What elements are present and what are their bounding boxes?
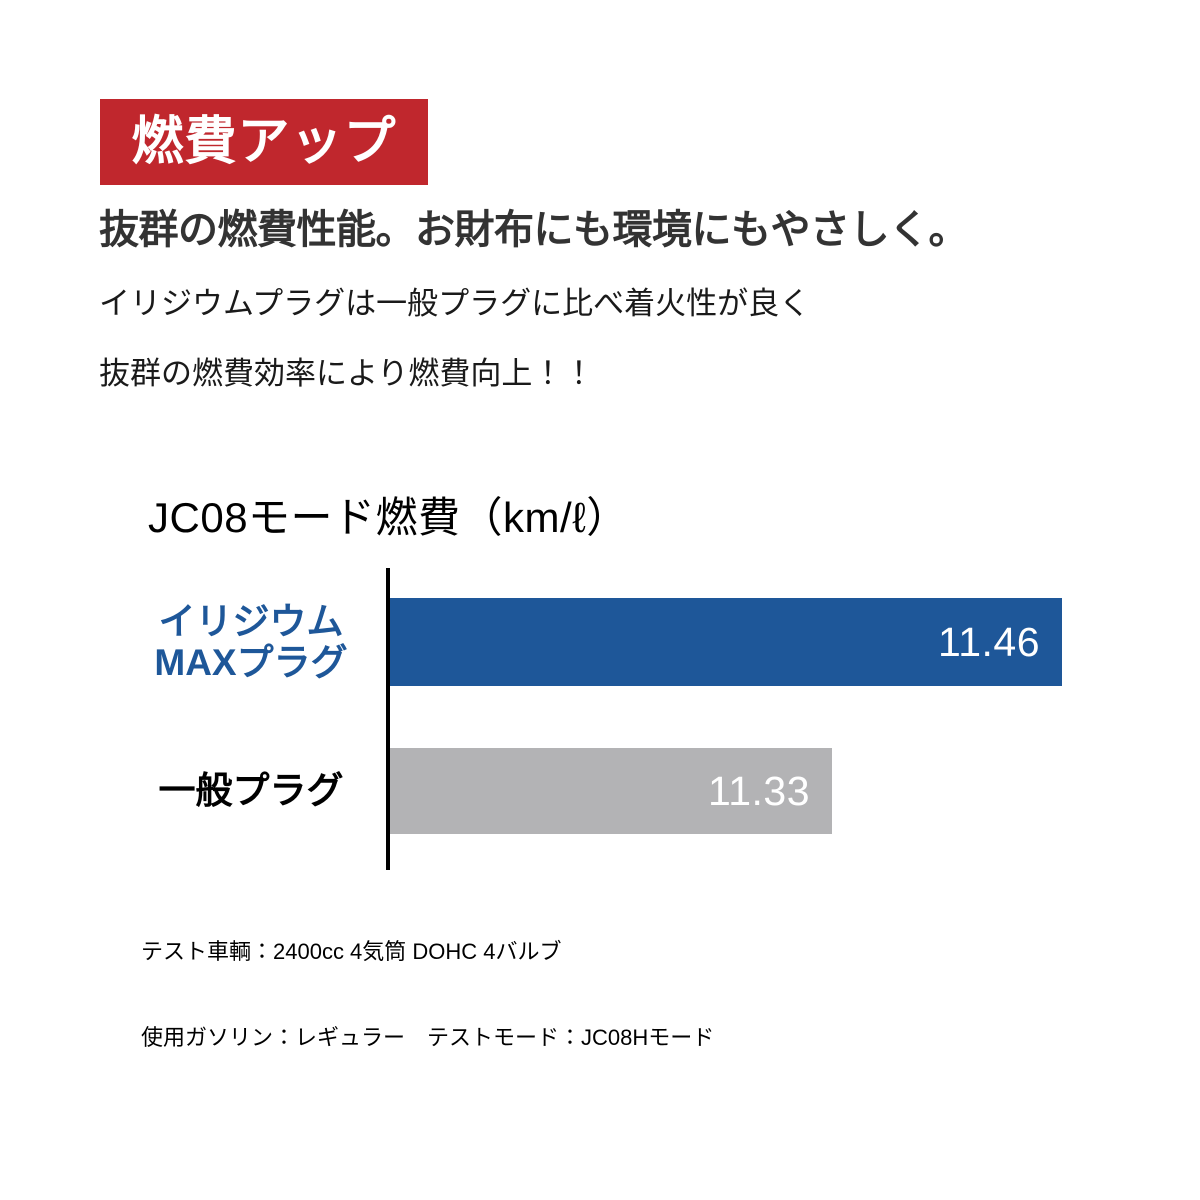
chart-bar-row-iridium: イリジウム MAXプラグ 11.46: [130, 598, 1130, 686]
page-headline: 抜群の燃費性能。お財布にも環境にもやさしく。: [99, 208, 969, 252]
chart-title: JC08モード燃費（km/ℓ）: [148, 494, 629, 541]
footnote-line-2: 使用ガソリン：レギュラー テストモード：JC08Hモード: [141, 1025, 715, 1050]
body-copy-line-1: イリジウムプラグは一般プラグに比べ着火性が良く: [99, 286, 811, 321]
body-copy: イリジウムプラグは一般プラグに比べ着火性が良く 抜群の燃費効率により燃費向上！！: [99, 288, 810, 389]
chart-bar-row-normal: 一般プラグ 11.33: [130, 748, 1130, 834]
chart-y-axis-line: [386, 568, 390, 870]
chart-category-label-iridium: イリジウム MAXプラグ: [154, 600, 348, 683]
fuel-economy-badge: 燃費アップ: [100, 99, 428, 185]
badge-label: 燃費アップ: [131, 113, 397, 171]
chart-bar-normal: 11.33: [390, 748, 832, 834]
body-copy-line-2: 抜群の燃費効率により燃費向上！！: [99, 356, 595, 391]
chart-bar-track-normal: 11.33: [390, 748, 1130, 834]
chart-bar-value-iridium: 11.46: [937, 618, 1040, 665]
chart-category-label-normal: 一般プラグ: [158, 770, 344, 812]
chart-footnotes: テスト車輌：2400cc 4気筒 DOHC 4バルブ 使用ガソリン：レギュラー …: [141, 897, 714, 1071]
footnote-line-1: テスト車輌：2400cc 4気筒 DOHC 4バルブ: [141, 939, 562, 964]
chart-bar-value-normal: 11.33: [707, 767, 810, 814]
chart-bar-iridium: 11.46: [390, 598, 1062, 686]
chart-bar-track-iridium: 11.46: [390, 598, 1130, 686]
